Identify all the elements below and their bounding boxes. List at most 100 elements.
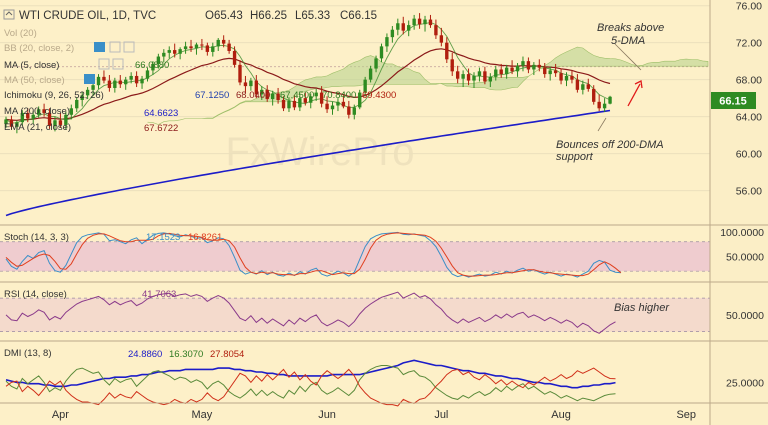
candle-body (461, 74, 465, 79)
candle-body (47, 112, 52, 126)
candle (36, 106, 41, 118)
candle-body (145, 70, 150, 79)
candle (537, 59, 541, 72)
time-tick-label: May (192, 409, 213, 421)
candle-body (537, 64, 541, 68)
candle-body (352, 107, 356, 115)
price-tick-label: 60.00 (736, 149, 762, 161)
collapse-icon[interactable] (3, 9, 15, 20)
candle (363, 76, 367, 97)
candle (200, 38, 204, 51)
candle (216, 38, 220, 51)
settings-icon[interactable] (109, 41, 121, 53)
candle-body (85, 89, 90, 96)
candle (118, 75, 122, 88)
eye-icon[interactable] (84, 74, 95, 84)
legend-ichimoku-value: 69.4300 (362, 90, 396, 101)
candle-body (58, 120, 63, 125)
candle (592, 85, 596, 105)
ichimoku-cloud (147, 46, 709, 125)
candle-body (205, 45, 210, 52)
dmi-legend: DMI (13, 8) 24.8860 16.3070 27.8054 (4, 348, 244, 360)
close-icon[interactable] (112, 58, 124, 70)
candle (417, 13, 422, 29)
ema-line (5, 22, 611, 124)
time-tick-label: Jun (318, 409, 336, 421)
indicator-band (0, 241, 710, 272)
eye-icon[interactable] (94, 42, 105, 52)
candle-body (575, 79, 580, 90)
candle-body (434, 25, 438, 36)
candle (189, 39, 193, 52)
candle-body (347, 106, 351, 115)
candle-body (265, 89, 269, 100)
time-tick-label: Sep (676, 409, 696, 421)
candle-body (553, 70, 558, 74)
candle (298, 94, 302, 112)
rsi-value: 41.7063 (142, 289, 176, 300)
price-tick-label: 76.00 (736, 1, 762, 13)
indicator-tick-label: 100.0000 (720, 227, 764, 239)
candle-body (564, 75, 569, 81)
candle (178, 47, 182, 60)
candle (358, 89, 362, 110)
candle-body (276, 93, 280, 100)
candle-body (477, 71, 482, 76)
candle-body (31, 114, 35, 119)
candle (450, 52, 454, 76)
candle-body (53, 120, 57, 126)
annotation-pointer (614, 43, 642, 71)
candle (401, 16, 405, 35)
candle-body (96, 76, 101, 86)
chevron-up-icon (5, 11, 13, 16)
candle-body (445, 42, 449, 60)
candle-body (281, 99, 286, 109)
candle-body (608, 96, 612, 104)
axis-background (710, 0, 768, 425)
candle-body (15, 122, 19, 127)
candle (249, 77, 253, 91)
candle (162, 49, 166, 63)
candle-body (532, 64, 536, 70)
legend-ma50: MA (50, close) (4, 75, 65, 86)
candle (608, 95, 612, 105)
indicator-line (5, 365, 616, 402)
candle-body (494, 69, 498, 77)
candle-body (26, 112, 30, 119)
price-tick-label: 56.00 (736, 186, 762, 198)
annotation-bias: Bias higher (614, 302, 670, 314)
candle (461, 70, 465, 88)
legend-ma200: MA (200, close) (4, 106, 70, 117)
candle-body (173, 50, 177, 54)
legend-ichimoku-value: 68.0400 (236, 90, 270, 101)
time-tick-label: Apr (52, 409, 69, 421)
close-icon[interactable] (123, 41, 135, 53)
legend-ema-value: 67.6722 (144, 123, 178, 134)
candles (4, 13, 612, 134)
stoch-k-value: 17.1523 (146, 232, 180, 243)
trend-arrow (627, 83, 641, 107)
candle (445, 37, 449, 64)
indicator-tick-label: 25.0000 (726, 377, 764, 389)
legend-ma5: MA (5, close) (4, 60, 59, 71)
candle (477, 67, 482, 82)
candle (325, 96, 329, 113)
candle-body (216, 39, 220, 47)
candle (586, 78, 590, 92)
candle-body (396, 23, 400, 30)
ema-path (5, 48, 611, 121)
candle (232, 46, 237, 68)
candle-body (4, 119, 8, 125)
price-badge-bg (711, 92, 756, 109)
candle (390, 26, 395, 43)
candle-body (592, 88, 596, 102)
legend-ichimoku-value: 67.4500 (280, 90, 314, 101)
candle-body (36, 109, 41, 115)
candle-body (466, 74, 471, 81)
annotations: Breaks above 5-DMA Bounces off 200-DMA s… (556, 22, 670, 314)
candle-body (407, 25, 411, 31)
candle (140, 75, 144, 89)
candle (352, 104, 356, 120)
candle (597, 94, 601, 112)
settings-icon[interactable] (98, 58, 110, 70)
